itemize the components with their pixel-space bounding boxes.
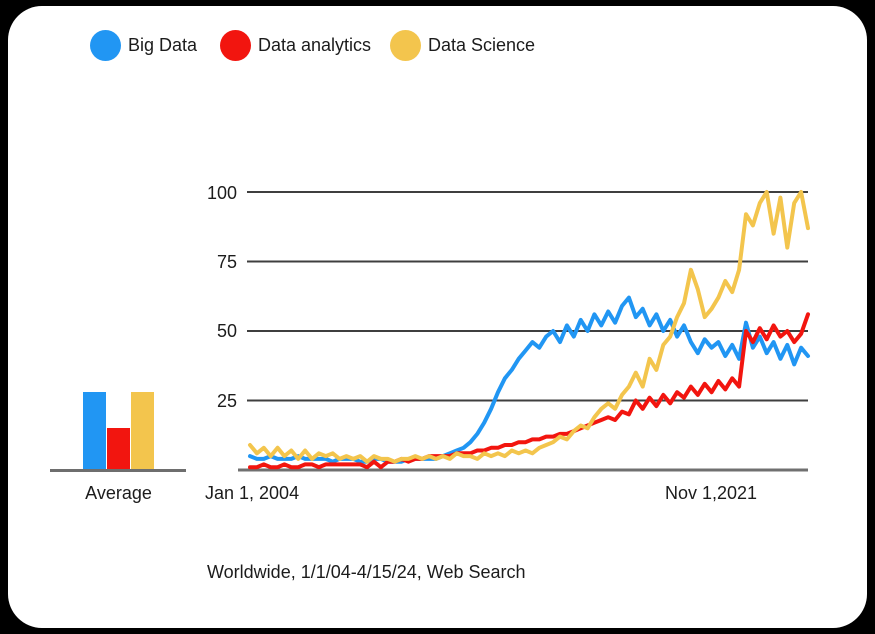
average-axis-line bbox=[50, 469, 186, 472]
legend-label: Big Data bbox=[128, 35, 198, 55]
average-bar-data-science bbox=[131, 392, 154, 470]
ytick-25: 25 bbox=[216, 391, 237, 411]
average-bar-data-analytics bbox=[107, 428, 130, 470]
ytick-100: 100 bbox=[206, 183, 237, 203]
average-label: Average bbox=[85, 483, 152, 503]
trend-line-big-data bbox=[248, 295, 810, 464]
trend-line-data-analytics bbox=[248, 312, 810, 470]
average-bar-big-data bbox=[83, 392, 106, 470]
legend-item-data-science[interactable]: Data Science bbox=[390, 30, 535, 61]
big-data-dot-icon bbox=[90, 30, 121, 61]
xtick-start-date: Jan 1, 2004 bbox=[205, 483, 300, 503]
trend-line-data-science bbox=[248, 190, 810, 464]
trends-card: Big Data Data analytics Data Science Ave… bbox=[8, 6, 867, 628]
chart-scope-note: Worldwide, 1/1/04-4/15/24, Web Search bbox=[207, 562, 526, 582]
data-analytics-dot-icon bbox=[220, 30, 251, 61]
ytick-50: 50 bbox=[216, 321, 237, 341]
legend-label: Data analytics bbox=[258, 35, 372, 55]
data-science-dot-icon bbox=[390, 30, 421, 61]
legend-label: Data Science bbox=[428, 35, 536, 55]
legend-item-big-data[interactable]: Big Data bbox=[90, 30, 197, 61]
ytick-75: 75 bbox=[216, 252, 237, 272]
legend-item-data-analytics[interactable]: Data analytics bbox=[220, 30, 371, 61]
trend-chart[interactable] bbox=[8, 6, 867, 628]
xtick-end-date: Nov 1,2021 bbox=[665, 483, 758, 503]
